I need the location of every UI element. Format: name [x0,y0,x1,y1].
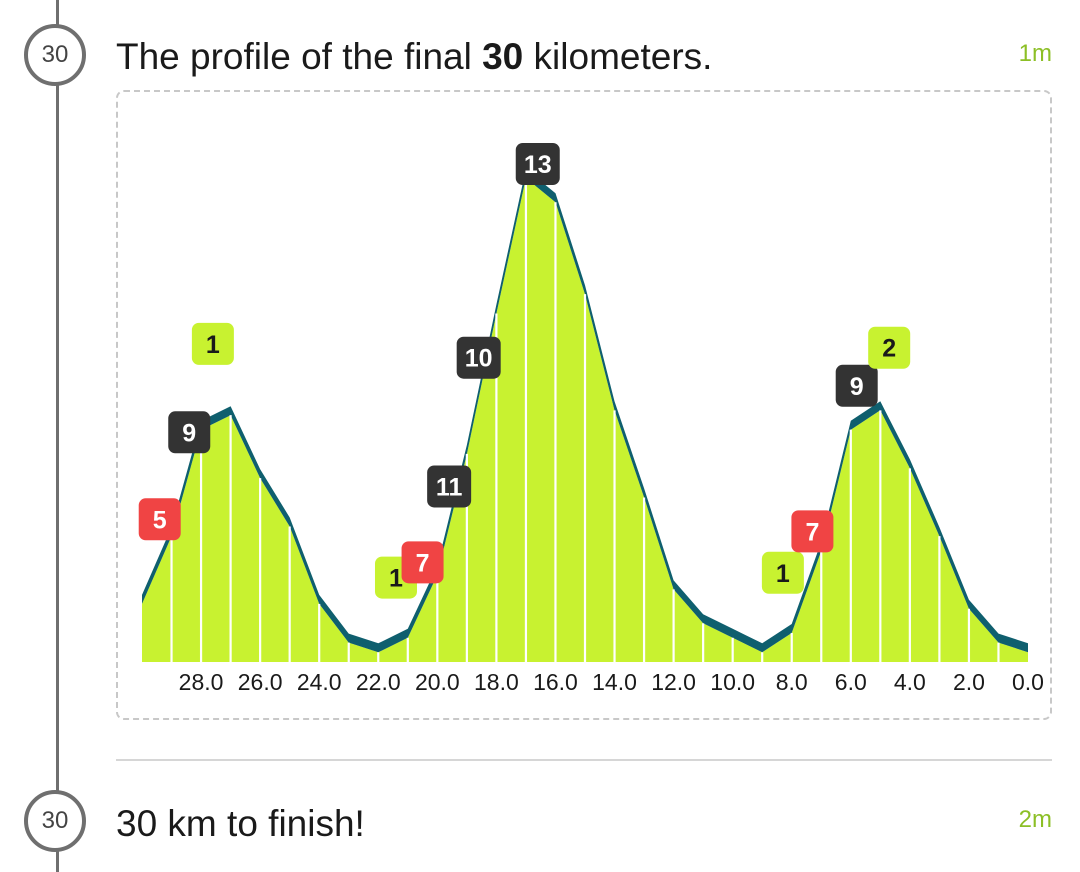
km-marker-value: 30 [41,41,69,68]
entry-title-distance: 30 [482,36,524,77]
entry-title-suffix: kilometers. [523,36,713,77]
entry-title: The profile of the final 30 kilometers. [116,36,712,78]
entry-time: 2m [1018,806,1052,833]
km-marker-badge: 30 [24,24,86,86]
profile-chart-frame [116,90,1052,720]
entry-title: 30 km to finish! [116,803,365,844]
entry-separator [116,759,1052,761]
km-marker-badge: 30 [24,790,86,852]
entry-title-prefix: The profile of the final [116,36,483,77]
km-marker-value: 30 [41,807,69,834]
timeline-line [56,0,59,872]
entry-time: 1m [1018,40,1052,67]
